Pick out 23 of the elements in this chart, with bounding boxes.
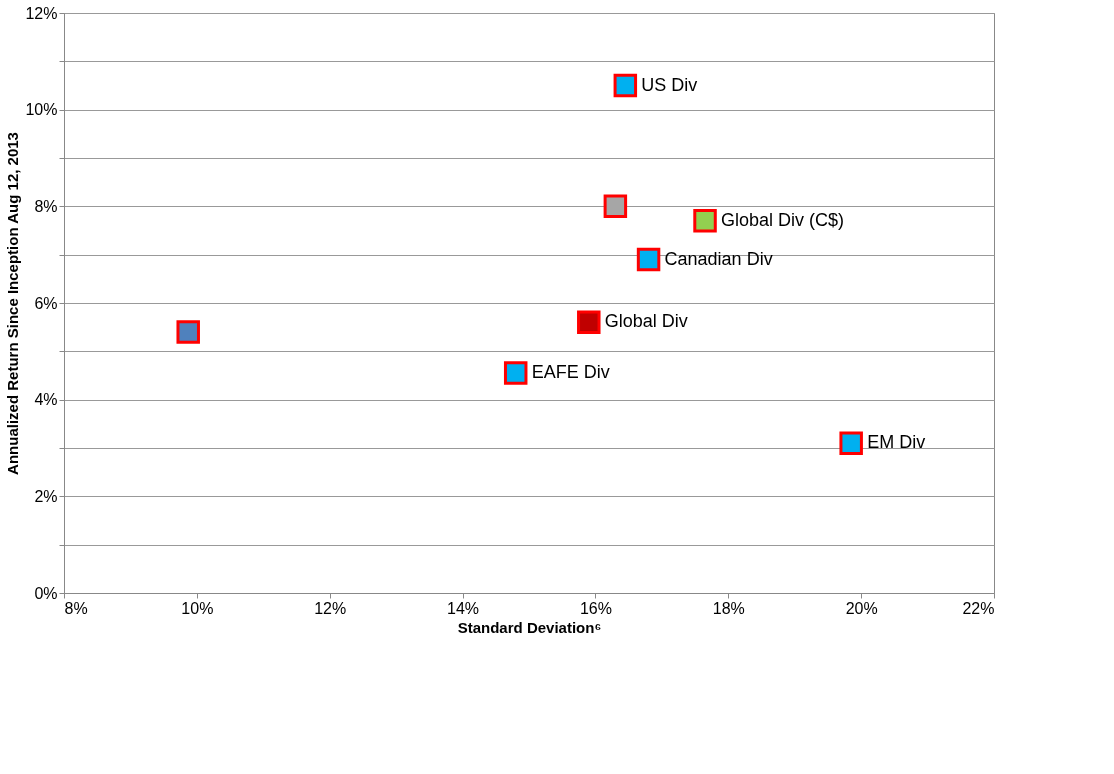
series-label: Canadian Div bbox=[664, 248, 773, 269]
series-label: Global Div (C$) bbox=[721, 209, 845, 230]
series-label: Global Div bbox=[604, 311, 688, 332]
y-tick-label: 2% bbox=[34, 487, 58, 505]
y-tick-label: 4% bbox=[34, 391, 58, 409]
x-tick-label: 22% bbox=[962, 599, 995, 617]
y-axis-title: Annualized Return Since Inception Aug 12, 2013 bbox=[4, 132, 22, 475]
x-axis-title: Standard Deviation⁶ bbox=[457, 618, 602, 636]
y-tick-label: 12% bbox=[25, 4, 58, 22]
y-tick-label: 0% bbox=[34, 584, 58, 602]
series-label: EAFE Div bbox=[531, 362, 610, 383]
x-tick-label: 12% bbox=[314, 599, 347, 617]
x-tick-label: 20% bbox=[845, 599, 878, 617]
series-label: US Div bbox=[641, 74, 698, 95]
x-tick-label: 14% bbox=[447, 599, 480, 617]
x-tick-label: 16% bbox=[579, 599, 612, 617]
x-tick-label: 18% bbox=[712, 599, 745, 617]
x-tick-label: 10% bbox=[181, 599, 214, 617]
y-tick-label: 8% bbox=[34, 197, 58, 215]
series-label: EM Div bbox=[867, 432, 926, 453]
x-tick-label: 8% bbox=[64, 599, 88, 617]
y-tick-label: 10% bbox=[25, 101, 58, 119]
y-tick-label: 6% bbox=[34, 294, 58, 312]
